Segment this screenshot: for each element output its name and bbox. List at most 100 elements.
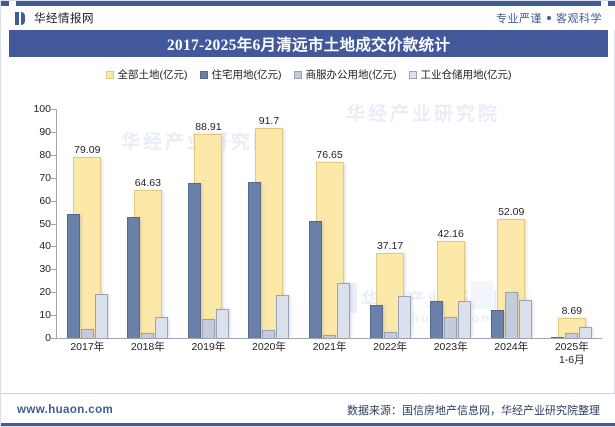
bar-industrial[interactable] bbox=[397, 296, 411, 338]
component-bars-layer bbox=[178, 109, 239, 338]
brand-name: 华经情报网 bbox=[34, 13, 94, 25]
bar-commercial[interactable] bbox=[504, 292, 518, 338]
bar-group: 76.65 bbox=[299, 109, 360, 338]
bar-industrial[interactable] bbox=[94, 294, 108, 338]
bar-commercial[interactable] bbox=[323, 335, 337, 338]
bar-industrial[interactable] bbox=[458, 301, 472, 338]
bar-residential[interactable] bbox=[248, 181, 262, 338]
bar-value-label: 76.65 bbox=[316, 149, 343, 162]
tagline-left: 专业严谨 bbox=[496, 13, 542, 25]
y-axis-tick-mark bbox=[51, 177, 56, 179]
y-axis-tick-mark bbox=[51, 131, 56, 133]
component-bars-layer bbox=[420, 109, 481, 338]
bar-commercial[interactable] bbox=[141, 332, 155, 338]
component-bars-layer bbox=[118, 109, 179, 338]
bar-residential[interactable] bbox=[369, 305, 383, 338]
bottom-accent-rule bbox=[1, 423, 615, 426]
legend-item-industrial[interactable]: 工业仓储用地(亿元) bbox=[408, 67, 512, 82]
bar-commercial[interactable] bbox=[383, 331, 397, 338]
bar-group: 64.63 bbox=[118, 109, 179, 338]
bar-commercial[interactable] bbox=[201, 319, 215, 338]
bar-value-label: 79.09 bbox=[74, 143, 101, 156]
x-axis-tick-label: 2022年 bbox=[373, 341, 408, 353]
y-axis-tick-mark bbox=[51, 109, 56, 110]
component-bars-layer bbox=[542, 109, 603, 338]
bar-value-label: 8.69 bbox=[561, 305, 582, 318]
y-axis-tick-mark bbox=[51, 223, 56, 225]
bar-industrial[interactable] bbox=[579, 326, 593, 338]
y-axis: 0 10 20 30 40 50 60 70 80 90 100 bbox=[17, 103, 51, 344]
chart-plot-area: 华经产业研究院 华经产业研究院 华经产业研究院 www.huaon.com 01… bbox=[1, 87, 615, 392]
bar-industrial[interactable] bbox=[276, 295, 290, 338]
bar-industrial[interactable] bbox=[518, 299, 532, 338]
footer-site-url[interactable]: www.huaon.com bbox=[17, 404, 114, 416]
bar-group: 79.09 bbox=[57, 109, 118, 338]
bar-industrial[interactable] bbox=[337, 282, 351, 338]
y-axis-tick-mark bbox=[51, 269, 56, 271]
bar-residential[interactable] bbox=[66, 214, 80, 338]
y-axis-tick-label: 30 bbox=[39, 263, 51, 276]
tagline-right: 客观科学 bbox=[556, 13, 602, 25]
bar-industrial[interactable] bbox=[215, 308, 229, 338]
x-axis-tick-label: 2021年 bbox=[312, 341, 347, 353]
bar-value-label: 91.7 bbox=[258, 115, 280, 128]
x-axis-tick-label: 2024年 bbox=[494, 341, 529, 353]
bar-residential[interactable] bbox=[309, 221, 323, 338]
legend-item-commercial[interactable]: 商服办公用地(亿元) bbox=[293, 67, 397, 82]
legend-item-residential[interactable]: 住宅用地(亿元) bbox=[199, 67, 282, 82]
x-axis-tick-label: 2018年 bbox=[130, 341, 165, 353]
bar-value-label: 52.09 bbox=[498, 205, 525, 218]
y-axis-tick-mark bbox=[51, 292, 56, 294]
component-bars-layer bbox=[481, 109, 542, 338]
component-bars-layer bbox=[299, 109, 360, 338]
y-axis-tick-mark bbox=[51, 200, 56, 202]
bar-group: 88.91 bbox=[178, 109, 239, 338]
x-axis: 2017年 2018年 2019年 2020年 2021年 2022年 2023年 2024年… bbox=[57, 341, 602, 367]
legend-swatch-total bbox=[105, 70, 114, 79]
brand-bar: 华经情报网 专业严谨 客观科学 bbox=[1, 6, 615, 30]
legend-swatch-industrial bbox=[408, 70, 417, 79]
x-axis-tick-label: 2025年 1-6月 bbox=[554, 341, 589, 366]
bar-residential[interactable] bbox=[430, 301, 444, 338]
bar-group: 37.17 bbox=[360, 109, 421, 338]
x-axis-line bbox=[56, 338, 602, 339]
legend-swatch-commercial bbox=[293, 70, 302, 79]
y-axis-tick-label: 80 bbox=[39, 148, 51, 161]
legend-label-total: 全部土地(亿元) bbox=[117, 69, 188, 81]
x-axis-tick-label: 2023年 bbox=[433, 341, 468, 353]
bar-commercial[interactable] bbox=[444, 317, 458, 338]
bar-residential[interactable] bbox=[551, 337, 565, 338]
y-axis-tick-mark bbox=[51, 315, 56, 317]
y-axis-tick-label: 100 bbox=[33, 103, 51, 115]
legend-swatch-residential bbox=[199, 70, 208, 79]
legend-item-total[interactable]: 全部土地(亿元) bbox=[105, 67, 188, 82]
component-bars-layer bbox=[360, 109, 421, 338]
component-bars-layer bbox=[57, 109, 118, 338]
bar-commercial[interactable] bbox=[80, 328, 94, 338]
bar-residential[interactable] bbox=[187, 182, 201, 338]
brand-identity: 华经情报网 bbox=[15, 10, 94, 26]
footer-bar: www.huaon.com 数据来源：国信房地产信息网，华经产业研究院整理 bbox=[1, 393, 615, 426]
bar-group: 52.09 bbox=[481, 109, 542, 338]
bar-commercial[interactable] bbox=[262, 329, 276, 338]
y-axis-tick-mark bbox=[51, 338, 56, 339]
y-axis-tick-label: 90 bbox=[39, 125, 51, 138]
y-axis-tick-label: 50 bbox=[39, 217, 51, 230]
bar-residential[interactable] bbox=[490, 309, 504, 338]
bar-commercial[interactable] bbox=[565, 332, 579, 338]
bar-group: 42.16 bbox=[420, 109, 481, 338]
x-axis-tick-label: 2017年 bbox=[70, 341, 105, 353]
bar-value-label: 88.91 bbox=[195, 121, 222, 134]
bar-industrial[interactable] bbox=[155, 317, 169, 338]
bars-container: 79.09 64.63 88.91 91.7 76.65 37.17 42.16 52.09 8… bbox=[57, 109, 602, 338]
y-axis-tick-label: 10 bbox=[39, 309, 51, 322]
y-axis-tick-label: 20 bbox=[39, 286, 51, 299]
x-axis-tick-label: 2020年 bbox=[252, 341, 286, 353]
bar-residential[interactable] bbox=[127, 217, 141, 338]
y-axis-tick-label: 70 bbox=[39, 171, 51, 184]
x-axis-tick-label: 2019年 bbox=[191, 341, 226, 353]
bar-value-label: 64.63 bbox=[134, 177, 161, 189]
y-axis-tick-mark bbox=[51, 246, 56, 248]
legend-label-commercial: 商服办公用地(亿元) bbox=[305, 69, 397, 81]
bookmark-logo-icon bbox=[15, 11, 28, 25]
